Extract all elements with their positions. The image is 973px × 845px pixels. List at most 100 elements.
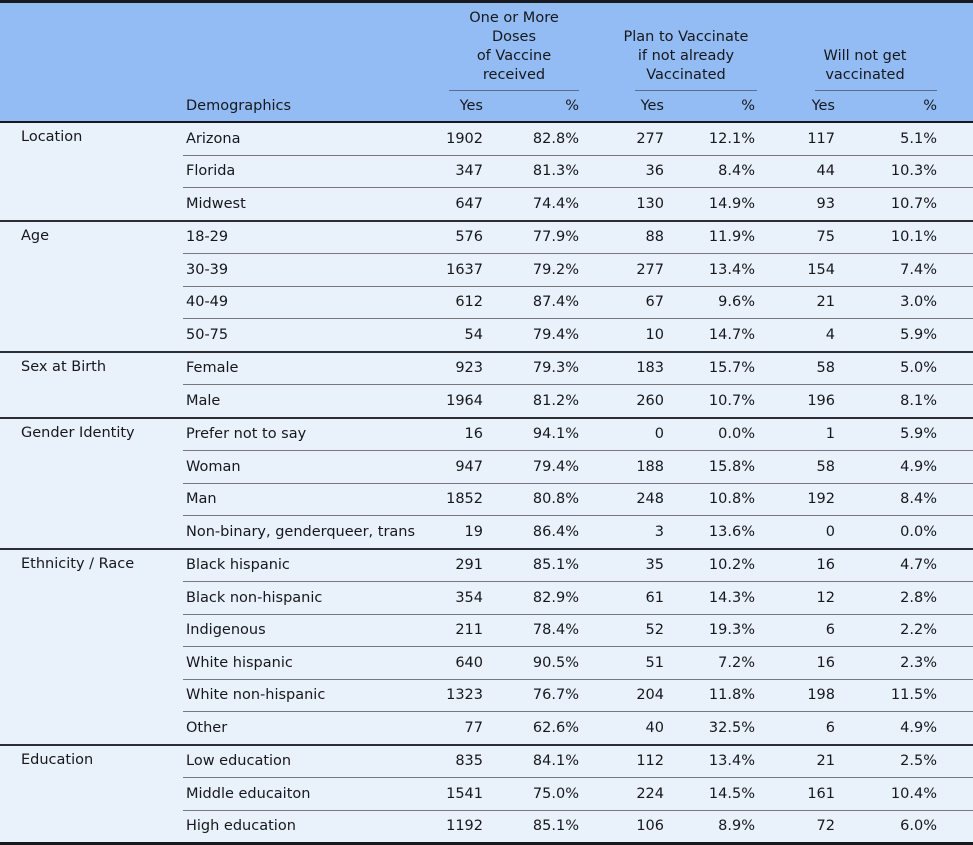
- cell-yes-count: 1852: [433, 482, 485, 516]
- table-header: One or More Doses of Vaccine received Pl…: [0, 1, 973, 123]
- cell-yes-count: 224: [581, 777, 666, 810]
- cell-demographic: Indigenous: [183, 613, 433, 647]
- cell-yes-count: 1902: [446, 130, 483, 147]
- cell-percent: 9.6%: [666, 285, 757, 319]
- cell-yes-count: 6: [757, 613, 837, 647]
- table-row: Age 18-29 576 77.9% 88 11.9% 75 10.1%: [0, 219, 973, 352]
- cell-percent: 6.0%: [837, 809, 973, 844]
- cell-percent: 13.6%: [666, 515, 757, 549]
- cell-percent: 79.2%: [485, 253, 581, 286]
- cell-percent: 10.3%: [837, 154, 973, 188]
- cell-percent: 14.5%: [666, 777, 757, 810]
- cell-yes-count: 106: [581, 809, 666, 844]
- cell-percent: 86.4%: [485, 515, 581, 549]
- cell-yes-count: 260: [581, 384, 666, 418]
- cell-percent: 8.1%: [837, 384, 973, 418]
- cell-demographic: Man: [183, 482, 433, 516]
- cell-percent: 32.5%: [666, 711, 757, 745]
- cell-percent: 10.4%: [837, 777, 973, 810]
- cell-yes-count: 161: [757, 777, 837, 810]
- cell-demographic: Female: [183, 350, 433, 385]
- cell-demographic: Arizona: [186, 130, 241, 147]
- header-spacer: [0, 2, 433, 92]
- cell-yes-count: 211: [433, 613, 485, 647]
- cell-yes-count: 204: [581, 678, 666, 712]
- cell-yes-count: 10: [581, 318, 666, 352]
- column-group-plan-to-vaccinate: Plan to Vaccinate if not already Vaccina…: [581, 2, 757, 91]
- cell-percent: 11.9%: [666, 219, 757, 254]
- cell-percent: 14.7%: [666, 318, 757, 352]
- cell-yes-count: 0: [757, 515, 837, 549]
- cell-yes-count: 248: [581, 482, 666, 516]
- cell-demographic: Middle educaiton: [183, 777, 433, 810]
- column-header-yes: Yes: [433, 91, 485, 123]
- table-row: White hispanic 640 90.5% 51 7.2% 16 2.3%: [0, 646, 973, 679]
- cell-percent: 7.4%: [837, 253, 973, 286]
- cell-percent: 10.7%: [666, 384, 757, 418]
- cell-percent: 80.8%: [485, 482, 581, 516]
- cell-yes-count: 647: [433, 187, 485, 221]
- cell-yes-count: 277: [636, 130, 664, 147]
- header-rule: [815, 90, 937, 91]
- column-header-demographics: Demographics: [183, 91, 433, 123]
- cell-yes-count: 1637: [433, 253, 485, 286]
- cell-percent: 8.4%: [837, 482, 973, 516]
- cell-yes-count: 347: [433, 154, 485, 188]
- header-rule: [635, 90, 757, 91]
- cell-percent: 8.4%: [666, 154, 757, 188]
- cell-yes-count: 51: [581, 646, 666, 679]
- table-row: Education Low education 835 84.1% 112 13.4% 21…: [0, 743, 973, 844]
- section-label: Gender Identity: [0, 416, 183, 549]
- cell-yes-count: 21: [757, 743, 837, 778]
- cell-demographic: Midwest: [183, 187, 433, 221]
- cell-yes-count: 154: [757, 253, 837, 286]
- section-label: Age: [0, 219, 183, 352]
- cell-demographic: Male: [183, 384, 433, 418]
- cell-demographic: White non-hispanic: [183, 678, 433, 712]
- cell-percent: 13.4%: [666, 253, 757, 286]
- table-row: Florida 347 81.3% 36 8.4% 44 10.3%: [0, 154, 973, 188]
- cell-yes-count: 16: [757, 646, 837, 679]
- cell-percent: 11.5%: [837, 678, 973, 712]
- cell-demographic: Woman: [183, 450, 433, 483]
- cell-yes-count: 354: [433, 581, 485, 614]
- cell-percent: 0.0%: [837, 515, 973, 549]
- cell-yes-count: 16: [757, 547, 837, 582]
- cell-yes-count: 923: [433, 350, 485, 385]
- cell-yes-count: 117: [807, 130, 835, 147]
- column-header-yes: Yes: [581, 91, 666, 123]
- cell-demographic: Black non-hispanic: [183, 581, 433, 614]
- column-header-percent: %: [837, 91, 973, 123]
- cell-demographic: Florida: [183, 154, 433, 188]
- table-row: Other 77 62.6% 40 32.5% 6 4.9%: [0, 711, 973, 745]
- header-rule: [449, 90, 579, 91]
- cell-percent: 90.5%: [485, 646, 581, 679]
- cell-yes-count: 67: [581, 285, 666, 319]
- cell-yes-count: 88: [581, 219, 666, 254]
- cell-demographic: 18-29: [183, 219, 433, 254]
- cell-yes-count: 947: [433, 450, 485, 483]
- column-group-will-not-vaccinate: Will not get vaccinated: [757, 2, 973, 91]
- cell-percent: 4.7%: [837, 547, 973, 582]
- cell-yes-count: 576: [433, 219, 485, 254]
- table-row: Woman 947 79.4% 188 15.8% 58 4.9%: [0, 450, 973, 483]
- table-row: Male 1964 81.2% 260 10.7% 196 8.1%: [0, 384, 973, 418]
- cell-percent: 94.1%: [485, 416, 581, 451]
- column-group-doses-received: One or More Doses of Vaccine received: [433, 2, 581, 91]
- cell-yes-count: 1192: [433, 809, 485, 844]
- cell-demographic: White hispanic: [183, 646, 433, 679]
- cell-percent: 5.9%: [837, 416, 973, 451]
- cell-percent: 84.1%: [485, 743, 581, 778]
- cell-percent: 7.2%: [666, 646, 757, 679]
- table-row: 40-49 612 87.4% 67 9.6% 21 3.0%: [0, 285, 973, 319]
- column-group-title: Plan to Vaccinate if not already Vaccina…: [623, 29, 749, 83]
- cell-yes-count: 130: [581, 187, 666, 221]
- table-row: Sex at Birth Female 923 79.3% 183 15.7% 58 5.0%: [0, 350, 973, 418]
- cell-percent: 77.9%: [485, 219, 581, 254]
- cell-yes-count: 0: [581, 416, 666, 451]
- cell-yes-count: 192: [757, 482, 837, 516]
- cell-yes-count: 1323: [433, 678, 485, 712]
- cell-percent: 82.8%: [532, 130, 579, 147]
- cell-percent: 3.0%: [837, 285, 973, 319]
- header-spacer: [0, 91, 183, 123]
